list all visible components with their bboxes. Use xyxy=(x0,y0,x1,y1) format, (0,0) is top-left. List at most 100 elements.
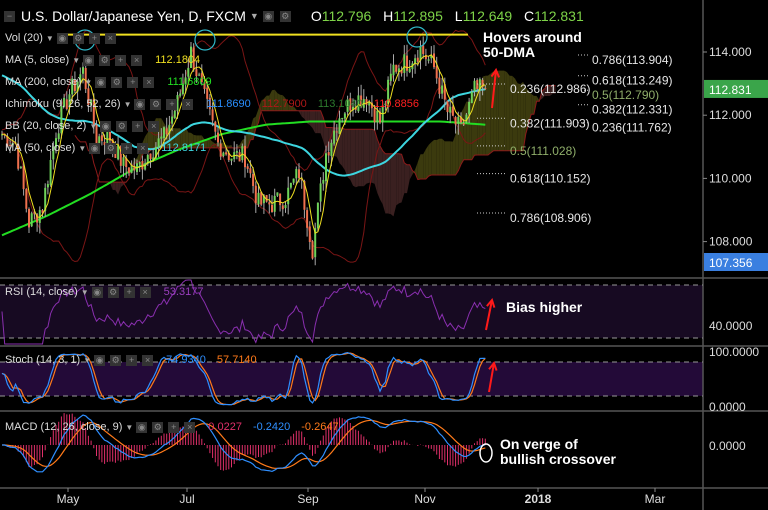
symbol-title[interactable]: U.S. Dollar/Japanese Yen, D, FXCM xyxy=(21,8,246,24)
candle xyxy=(163,127,165,139)
candle xyxy=(422,45,425,54)
indicator-value: 112.7900 xyxy=(261,98,307,110)
chevron-down-icon[interactable]: ▼ xyxy=(83,355,92,365)
close-icon[interactable]: × xyxy=(148,120,160,132)
candle xyxy=(427,59,430,61)
fib-level-label: 0.618(113.249) xyxy=(592,74,673,88)
macd-legend[interactable]: MACD (12, 26, close, 9) ▼ ◉ ⚙ + × 0.0227 -0.… xyxy=(5,421,339,433)
candle xyxy=(249,168,252,174)
gear-icon[interactable]: ⚙ xyxy=(99,54,111,66)
plus-icon[interactable]: + xyxy=(166,98,178,110)
chevron-down-icon[interactable]: ▼ xyxy=(72,55,81,65)
gear-icon[interactable]: ⚙ xyxy=(111,76,123,88)
close-icon[interactable]: × xyxy=(139,286,151,298)
candle xyxy=(22,165,25,190)
eye-icon[interactable]: ◉ xyxy=(134,98,146,110)
chevron-down-icon[interactable]: ▼ xyxy=(123,99,132,109)
plus-icon[interactable]: + xyxy=(123,286,135,298)
collapse-icon[interactable]: − xyxy=(4,10,15,22)
candle xyxy=(65,99,68,110)
stoch-label[interactable]: Stoch (14, 3, 1) xyxy=(5,354,81,366)
close-icon[interactable]: × xyxy=(182,98,194,110)
stoch-axis-label: 100.0000 xyxy=(709,345,759,359)
plus-icon[interactable]: + xyxy=(127,76,139,88)
chevron-down-icon[interactable]: ▼ xyxy=(78,143,87,153)
candle xyxy=(90,100,93,106)
plus-icon[interactable]: + xyxy=(115,54,127,66)
gear-icon[interactable]: ⚙ xyxy=(72,32,84,44)
close-icon[interactable]: × xyxy=(142,354,154,366)
ichimoku-cloud-segment xyxy=(261,98,264,111)
plus-icon[interactable]: + xyxy=(121,142,133,154)
chevron-down-icon[interactable]: ▼ xyxy=(84,77,93,87)
chevron-down-icon[interactable]: ▼ xyxy=(249,11,259,21)
candle xyxy=(11,143,14,146)
candle xyxy=(225,152,228,155)
eye-icon[interactable]: ◉ xyxy=(56,32,68,44)
gear-icon[interactable]: ⚙ xyxy=(116,120,128,132)
eye-icon[interactable]: ◉ xyxy=(262,10,274,22)
gear-icon[interactable]: ⚙ xyxy=(107,286,119,298)
eye-icon[interactable]: ◉ xyxy=(91,286,103,298)
eye-icon[interactable]: ◉ xyxy=(100,120,112,132)
candle xyxy=(235,151,238,153)
indicator-legend-row[interactable]: Vol (20) ▼ ◉ ⚙ + × xyxy=(5,32,118,44)
stoch-legend[interactable]: Stoch (14, 3, 1) ▼ ◉ ⚙ + × 74.9340 57.7140 xyxy=(5,354,257,366)
close-icon[interactable]: × xyxy=(143,76,155,88)
indicator-legend-row[interactable]: BB (20, close, 2) ▼ ◉ ⚙ + × xyxy=(5,120,161,132)
candle xyxy=(198,74,201,76)
indicator-legend-row[interactable]: Ichimoku (9, 26, 52, 26) ▼ ◉ ⚙ + × 111.8690 112… xyxy=(5,98,419,110)
indicator-legend-row[interactable]: MA (5, close) ▼ ◉ ⚙ + × 112.1804 xyxy=(5,54,200,66)
candle xyxy=(370,102,373,109)
ichimoku-cloud-segment xyxy=(204,139,208,148)
gear-icon[interactable]: ⚙ xyxy=(105,142,117,154)
candle xyxy=(327,152,330,156)
indicator-legend-row[interactable]: MA (200, close) ▼ ◉ ⚙ + × 111.6809 xyxy=(5,76,212,88)
gear-icon[interactable]: ⚙ xyxy=(110,354,122,366)
chevron-down-icon[interactable]: ▼ xyxy=(125,422,134,432)
gear-icon[interactable]: ⚙ xyxy=(150,98,162,110)
indicator-legend-row[interactable]: MA (50, close) ▼ ◉ ⚙ + × 112.8171 xyxy=(5,142,206,154)
eye-icon[interactable]: ◉ xyxy=(94,354,106,366)
candle xyxy=(219,143,222,157)
indicator-label[interactable]: MA (50, close) xyxy=(5,142,76,154)
close-icon[interactable]: × xyxy=(184,421,196,433)
rsi-label[interactable]: RSI (14, close) xyxy=(5,286,78,298)
up-arrow-icon xyxy=(491,69,497,109)
chevron-down-icon[interactable]: ▼ xyxy=(89,121,98,131)
close-icon[interactable]: × xyxy=(137,142,149,154)
ichimoku-cloud-segment xyxy=(374,130,378,193)
eye-icon[interactable]: ◉ xyxy=(89,142,101,154)
eye-icon[interactable]: ◉ xyxy=(95,76,107,88)
indicator-label[interactable]: BB (20, close, 2) xyxy=(5,120,87,132)
ichimoku-cloud-segment xyxy=(120,182,124,188)
gear-icon[interactable]: ⚙ xyxy=(152,421,164,433)
plus-icon[interactable]: + xyxy=(126,354,138,366)
chevron-down-icon[interactable]: ▼ xyxy=(80,287,89,297)
candle xyxy=(122,157,125,166)
candle xyxy=(133,165,136,171)
close-icon[interactable]: × xyxy=(104,32,116,44)
ichimoku-cloud-segment xyxy=(293,106,297,111)
rsi-legend[interactable]: RSI (14, close) ▼ ◉ ⚙ + × 53.3177 xyxy=(5,286,203,298)
indicator-label[interactable]: Vol (20) xyxy=(5,32,43,44)
plus-icon[interactable]: + xyxy=(88,32,100,44)
eye-icon[interactable]: ◉ xyxy=(136,421,148,433)
candle xyxy=(82,67,84,74)
candle xyxy=(179,93,182,96)
ichimoku-cloud-segment xyxy=(371,129,375,184)
eye-icon[interactable]: ◉ xyxy=(83,54,95,66)
chevron-down-icon[interactable]: ▼ xyxy=(45,33,54,43)
candle xyxy=(257,192,260,205)
indicator-label[interactable]: MA (5, close) xyxy=(5,54,70,66)
plus-icon[interactable]: + xyxy=(132,120,144,132)
close-icon[interactable]: × xyxy=(131,54,143,66)
indicator-label[interactable]: MA (200, close) xyxy=(5,76,82,88)
plus-icon[interactable]: + xyxy=(168,421,180,433)
candle xyxy=(454,117,457,125)
indicator-label[interactable]: Ichimoku (9, 26, 52, 26) xyxy=(5,98,121,110)
ichimoku-cloud-segment xyxy=(272,89,275,111)
gear-icon[interactable]: ⚙ xyxy=(279,10,291,22)
macd-label[interactable]: MACD (12, 26, close, 9) xyxy=(5,421,123,433)
candle xyxy=(441,85,444,94)
